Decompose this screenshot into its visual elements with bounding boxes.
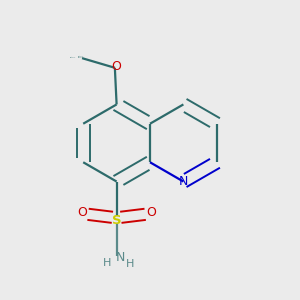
Text: S: S: [112, 214, 122, 226]
Text: O: O: [77, 206, 87, 219]
Text: methoxy: methoxy: [70, 56, 76, 58]
Text: N: N: [116, 251, 125, 264]
Text: O: O: [146, 206, 156, 219]
Text: N: N: [179, 175, 188, 188]
Text: methoxy: methoxy: [77, 57, 84, 58]
Text: methoxy: methoxy: [78, 56, 84, 57]
Text: H: H: [126, 259, 134, 269]
Text: H: H: [103, 258, 111, 268]
Text: O: O: [112, 60, 122, 73]
